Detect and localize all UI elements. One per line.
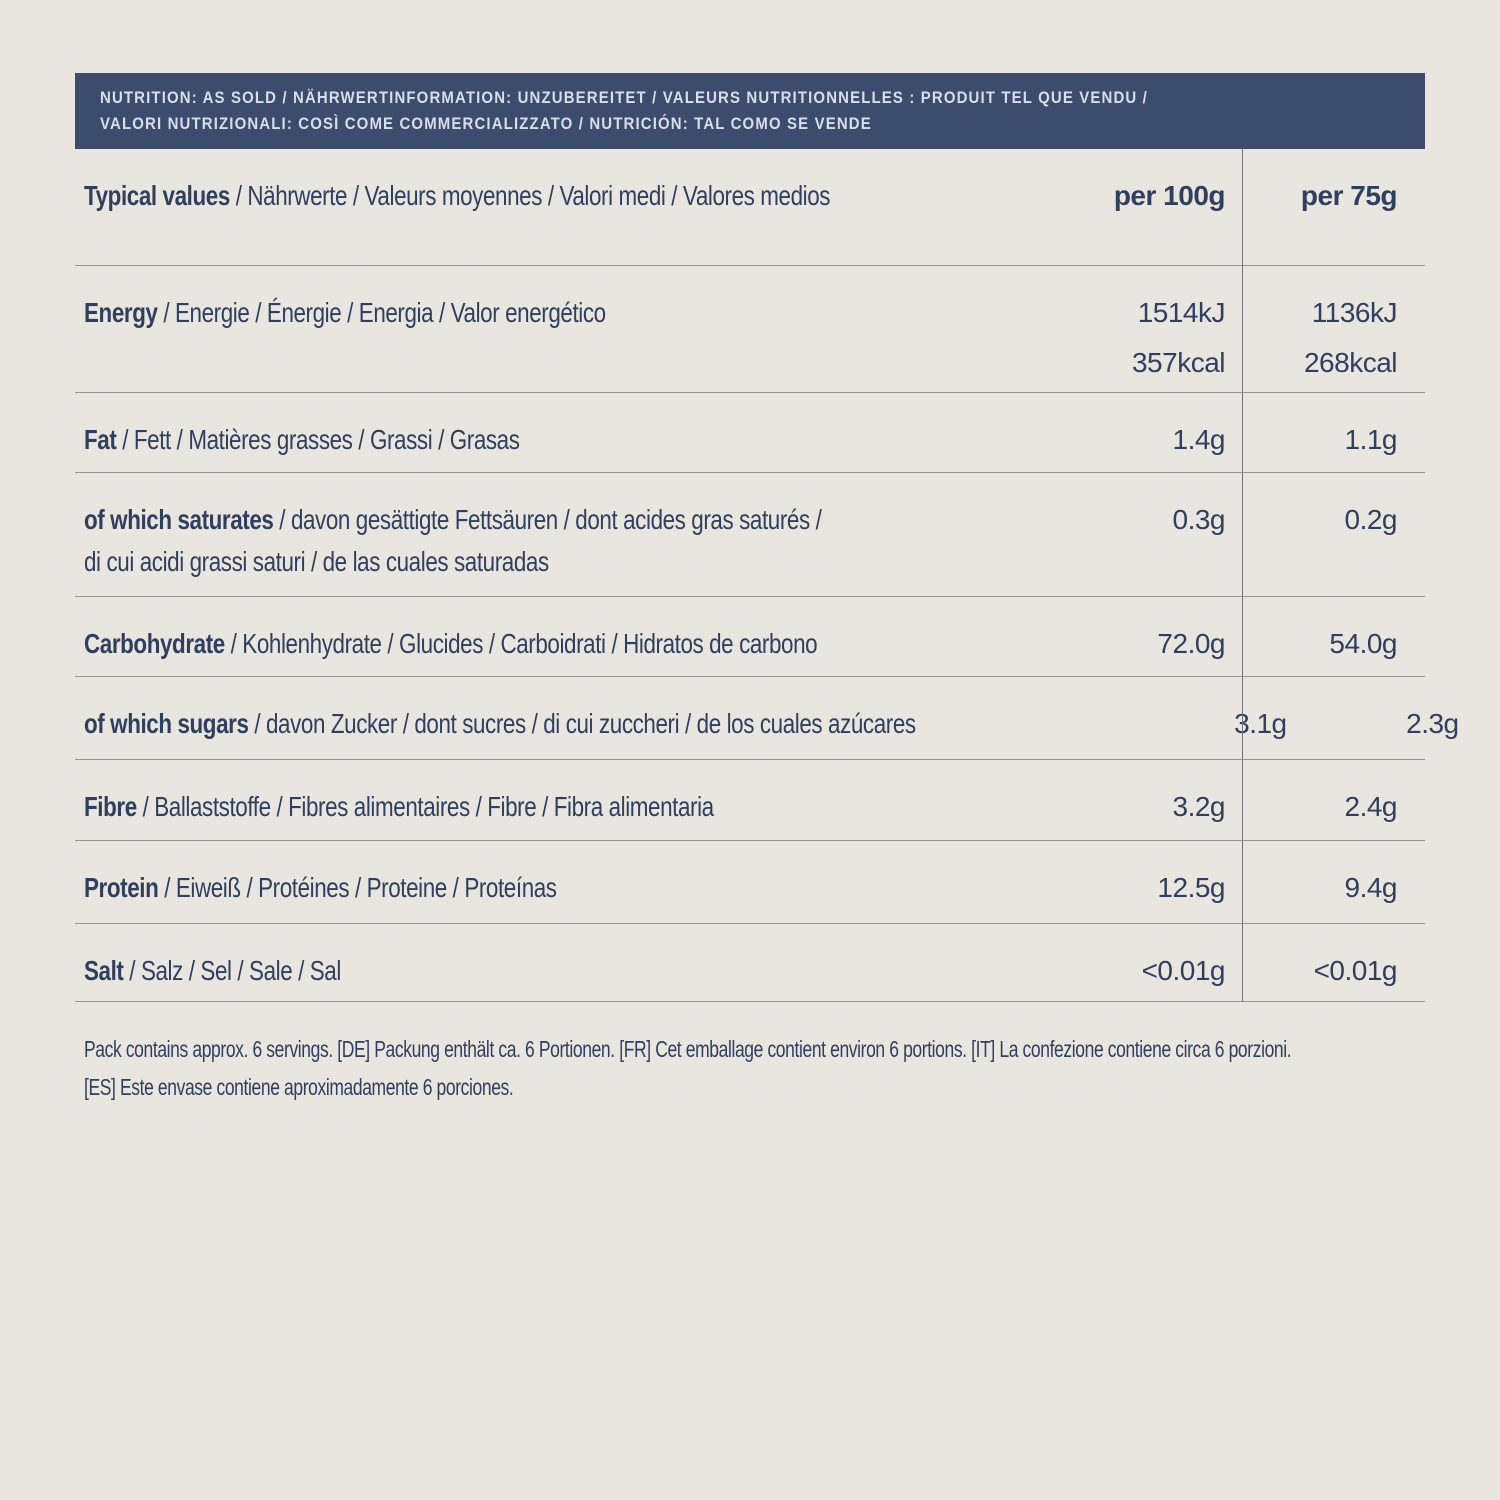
nutrient-translations: / Salz / Sel / Sale / Sal [123, 955, 341, 986]
value-per-75g: 2.4g [1344, 791, 1398, 822]
table-row-carbohydrate: Carbohydrate / Kohlenhydrate / Glucides … [75, 597, 1425, 677]
value-per-75g: <0.01g [1313, 955, 1398, 986]
typical-values-translations: / Nährwerte / Valeurs moyennes / Valori … [229, 180, 831, 211]
nutrient-translations: / Eiweiß / Protéines / Proteine / Proteí… [158, 872, 557, 903]
nutrient-label: of which sugars / davon Zucker / dont su… [75, 703, 1124, 745]
table-row-energy: Energy / Energie / Énergie / Energia / V… [75, 266, 1425, 393]
nutrient-term: of which saturates [84, 504, 274, 535]
typical-values-term: Typical values [84, 180, 230, 211]
value-per-100g: 3.1g [1234, 708, 1287, 739]
typical-values-label: Typical values / Nährwerte / Valeurs moy… [75, 175, 1062, 217]
table-row-protein: Protein / Eiweiß / Protéines / Proteine … [75, 841, 1425, 924]
nutrient-term: Fat [84, 424, 117, 455]
value-per-100g: 1.4g [1172, 424, 1226, 455]
value-per-75g: 9.4g [1344, 872, 1398, 903]
value-per-100g: 72.0g [1157, 628, 1225, 659]
column-header-per-75g: per 75g [1300, 180, 1398, 211]
servings-note: Pack contains approx. 6 servings. [DE] P… [75, 1030, 1500, 1106]
energy-kcal-per-100g: 357kcal [1131, 347, 1226, 378]
nutrient-term: Fibre [84, 791, 137, 822]
energy-kj-per-100g: 1514kJ [1137, 297, 1226, 328]
nutrient-label: Salt / Salz / Sel / Sale / Sal [75, 950, 1062, 992]
nutrient-label: Fibre / Ballaststoffe / Fibres alimentai… [75, 786, 1062, 828]
servings-note-line-2: [ES] Este envase contiene aproximadament… [84, 1074, 514, 1100]
nutrient-translations: / Energie / Énergie / Energia / Valor en… [157, 297, 606, 328]
value-per-100g: 1514kJ 357kcal [1062, 292, 1242, 384]
value-per-100g: 3.2g [1172, 791, 1226, 822]
nutrient-term: of which sugars [84, 708, 249, 739]
nutrient-translations: / Kohlenhydrate / Glucides / Carboidrati… [224, 628, 818, 659]
value-per-75g: 0.2g [1344, 504, 1398, 535]
energy-kcal-per-75g: 268kcal [1303, 347, 1398, 378]
nutrient-translations: / Ballaststoffe / Fibres alimentaires / … [136, 791, 715, 822]
nutrient-term: Salt [84, 955, 124, 986]
table-row-fibre: Fibre / Ballaststoffe / Fibres alimentai… [75, 760, 1425, 841]
value-per-100g: 12.5g [1157, 872, 1225, 903]
nutrient-label: Protein / Eiweiß / Protéines / Proteine … [75, 867, 1062, 909]
value-per-100g: 0.3g [1172, 504, 1226, 535]
column-header-per-100g: per 100g [1113, 180, 1226, 211]
band-title-line-2: VALORI NUTRIZIONALI: COSÌ COME COMMERCIA… [100, 114, 872, 133]
nutrient-term: Carbohydrate [84, 628, 225, 659]
nutrition-table: Typical values / Nährwerte / Valeurs moy… [75, 149, 1459, 1002]
table-header-row: Typical values / Nährwerte / Valeurs moy… [75, 149, 1425, 266]
nutrition-title-band: NUTRITION: AS SOLD / NÄHRWERTINFORMATION… [75, 73, 1425, 149]
nutrient-label: Energy / Energie / Énergie / Energia / V… [75, 292, 1062, 334]
table-row-sugars: of which sugars / davon Zucker / dont su… [75, 677, 1459, 760]
nutrient-translations: / davon Zucker / dont sucres / di cui zu… [248, 708, 916, 739]
nutrient-label: Carbohydrate / Kohlenhydrate / Glucides … [75, 623, 1062, 665]
nutrient-label: Fat / Fett / Matières grasses / Grassi /… [75, 419, 1062, 461]
nutrient-translations-line-2: di cui acidi grassi saturi / de las cual… [84, 546, 549, 577]
band-title-line-1: NUTRITION: AS SOLD / NÄHRWERTINFORMATION… [100, 88, 1148, 107]
table-row-saturates: of which saturates / davon gesättigte Fe… [75, 473, 1425, 597]
servings-note-line-1: Pack contains approx. 6 servings. [DE] P… [84, 1036, 1292, 1062]
value-per-75g: 1.1g [1344, 424, 1398, 455]
nutrient-translations: / Fett / Matières grasses / Grassi / Gra… [116, 424, 520, 455]
value-per-75g: 2.3g [1406, 708, 1459, 739]
nutrient-label: of which saturates / davon gesättigte Fe… [75, 499, 1062, 583]
table-row-fat: Fat / Fett / Matières grasses / Grassi /… [75, 393, 1425, 473]
value-per-100g: <0.01g [1141, 955, 1226, 986]
nutrient-term: Protein [84, 872, 159, 903]
table-row-salt: Salt / Salz / Sel / Sale / Sal <0.01g <0… [75, 924, 1425, 1002]
energy-kj-per-75g: 1136kJ [1311, 297, 1398, 328]
value-per-75g: 54.0g [1329, 628, 1397, 659]
nutrient-translations: / davon gesättigte Fettsäuren / dont aci… [273, 504, 822, 535]
value-per-75g: 1136kJ 268kcal [1242, 292, 1425, 384]
column-divider [1242, 149, 1243, 1002]
nutrient-term: Energy [84, 297, 158, 328]
